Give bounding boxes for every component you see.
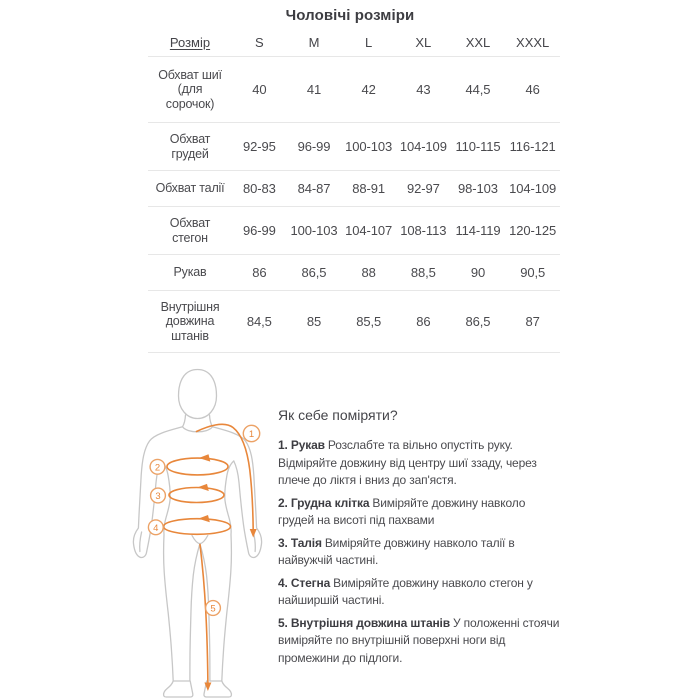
marker-2-circle [149,458,166,475]
hips-arrowhead [198,515,210,523]
step-5-lead: 5. Внутрішня довжина штанів [278,615,450,630]
inseam-arrow [199,543,209,685]
row-label: Обхват грудей [169,132,211,161]
sleeve-arrowhead [249,529,257,538]
size-value-cell: 104-109 [399,139,447,154]
chest-ellipse [166,457,229,476]
size-header-xl: XL [415,34,432,50]
measure-step-3: 3. Талія Виміряйте довжину навколо талії … [278,535,564,570]
size-value-cell: 92-97 [406,181,440,196]
size-header-xxl: XXL [465,34,491,50]
size-value-cell: 84-87 [297,181,331,196]
marker-3-circle [149,487,167,504]
marker-1-circle [242,424,261,443]
size-value-cell: 41 [306,82,322,97]
size-value-cell: 84,5 [246,314,272,329]
size-value-cell: 116-121 [509,139,556,154]
body-measurement-diagram: 1 2 3 4 5 [132,368,263,698]
marker-5-circle [204,599,222,617]
measure-step-4: 4. Стегна Виміряйте довжину навколо стего… [278,575,564,610]
size-value-cell: 80-83 [242,181,276,196]
size-value-cell: 100-103 [345,139,393,154]
table-row-neck: Обхват шиї (для сорочок) 40 41 42 43 44,… [148,57,560,123]
size-header-m: M [308,34,320,50]
waist-ellipse [168,486,225,504]
measure-step-1: 1. Рукав Розслабте та вільно опустіть рук… [278,437,564,490]
size-value-cell: 86 [252,265,267,280]
row-label: Обхват шиї (для сорочок) [158,67,222,111]
size-header-xxxl: XXXL [516,34,550,50]
table-header-row: Розмір S M L XL XXL XXXL [148,28,560,57]
measure-guide: Як себе поміряти? 1. Рукав Розслабте та в… [278,406,564,672]
size-value-cell: 92-95 [242,139,276,154]
marker-5-number: 5 [210,604,215,615]
size-value-cell: 86,5 [301,265,327,280]
size-value-cell: 108-113 [400,223,447,238]
row-label: Рукав [173,265,207,280]
size-value-cell: 44,5 [465,82,491,97]
row-label: Обхват стегон [169,216,211,245]
hips-ellipse [162,517,232,536]
table-row-chest: Обхват грудей 92-95 96-99 100-103 104-10… [148,123,560,171]
measure-step-2: 2. Грудна клітка Виміряйте довжину навкол… [278,495,564,530]
size-value-cell: 40 [252,82,267,97]
waist-arrowhead [197,483,209,491]
size-value-cell: 90 [470,265,486,280]
size-value-cell: 100-103 [290,223,338,238]
row-label: Внутрішня довжина штанів [160,299,220,343]
table-row-inseam: Внутрішня довжина штанів 84,5 85 85,5 86… [148,291,560,353]
size-value-cell: 46 [525,82,540,97]
size-value-cell: 85 [306,314,322,329]
size-value-cell: 96-99 [242,223,276,238]
sleeve-arrow [195,423,254,532]
inseam-arrowhead [204,682,212,691]
size-value-cell: 87 [525,314,540,329]
step-2-text: Виміряйте довжину навколо грудей на висо… [278,495,526,528]
marker-3-number: 3 [155,491,160,502]
measure-step-5: 5. Внутрішня довжина штанів У положенні с… [278,615,564,668]
size-value-cell: 104-107 [345,223,393,238]
size-value-cell: 88,5 [410,265,436,280]
step-3-text: Виміряйте довжину навколо талії в найвуж… [278,535,515,568]
size-value-cell: 90,5 [520,265,546,280]
size-value-cell: 86 [416,314,431,329]
size-header-l: L [365,34,373,50]
chest-arrowhead [198,454,211,462]
size-value-cell: 114-119 [455,223,501,238]
page-title: Чоловічі розміри [285,7,415,24]
table-row-sleeve: Рукав 86 86,5 88 88,5 90 90,5 [148,255,560,291]
step-1-text: Розслабте та вільно опустіть руку. Відмі… [278,438,537,487]
size-value-cell: 86,5 [465,314,491,329]
marker-4-number: 4 [153,523,158,534]
marker-2-number: 2 [155,462,160,473]
size-table: Розмір S M L XL XXL XXXL Обхват шиї (для… [148,28,560,353]
size-value-cell: 88-91 [352,181,386,196]
size-value-cell: 104-109 [509,181,557,196]
size-value-cell: 120-125 [509,223,557,238]
measurement-arrows [162,423,257,691]
step-3-lead: 3. Талія [278,535,322,550]
step-1-lead: 1. Рукав [278,438,325,452]
table-row-waist: Обхват талії 80-83 84-87 88-91 92-97 98-… [148,171,560,207]
size-value-cell: 110-115 [455,139,501,154]
step-4-lead: 4. Стегна [278,575,331,590]
measure-guide-heading: Як себе поміряти? [278,407,398,423]
step-2-lead: 2. Грудна клітка [278,495,370,510]
step-5-text: У положенні стоячи виміряйте по внутрішн… [278,615,560,665]
table-row-hips: Обхват стегон 96-99 100-103 104-107 108-… [148,207,560,255]
figure-markers: 1 2 3 4 5 [147,424,261,617]
size-value-cell: 98-103 [458,181,498,196]
size-column-header[interactable]: Розмір [169,34,211,50]
row-label: Обхват талії [155,181,225,196]
size-value-cell: 43 [416,82,431,97]
marker-4-circle [147,519,164,536]
step-4-text: Виміряйте довжину навколо стегон у найши… [278,575,533,608]
size-header-s: S [254,34,264,50]
size-value-cell: 88 [361,265,376,280]
size-value-cell: 42 [361,82,376,97]
size-value-cell: 96-99 [297,139,331,154]
size-value-cell: 85,5 [356,314,382,329]
marker-1-number: 1 [249,429,254,440]
